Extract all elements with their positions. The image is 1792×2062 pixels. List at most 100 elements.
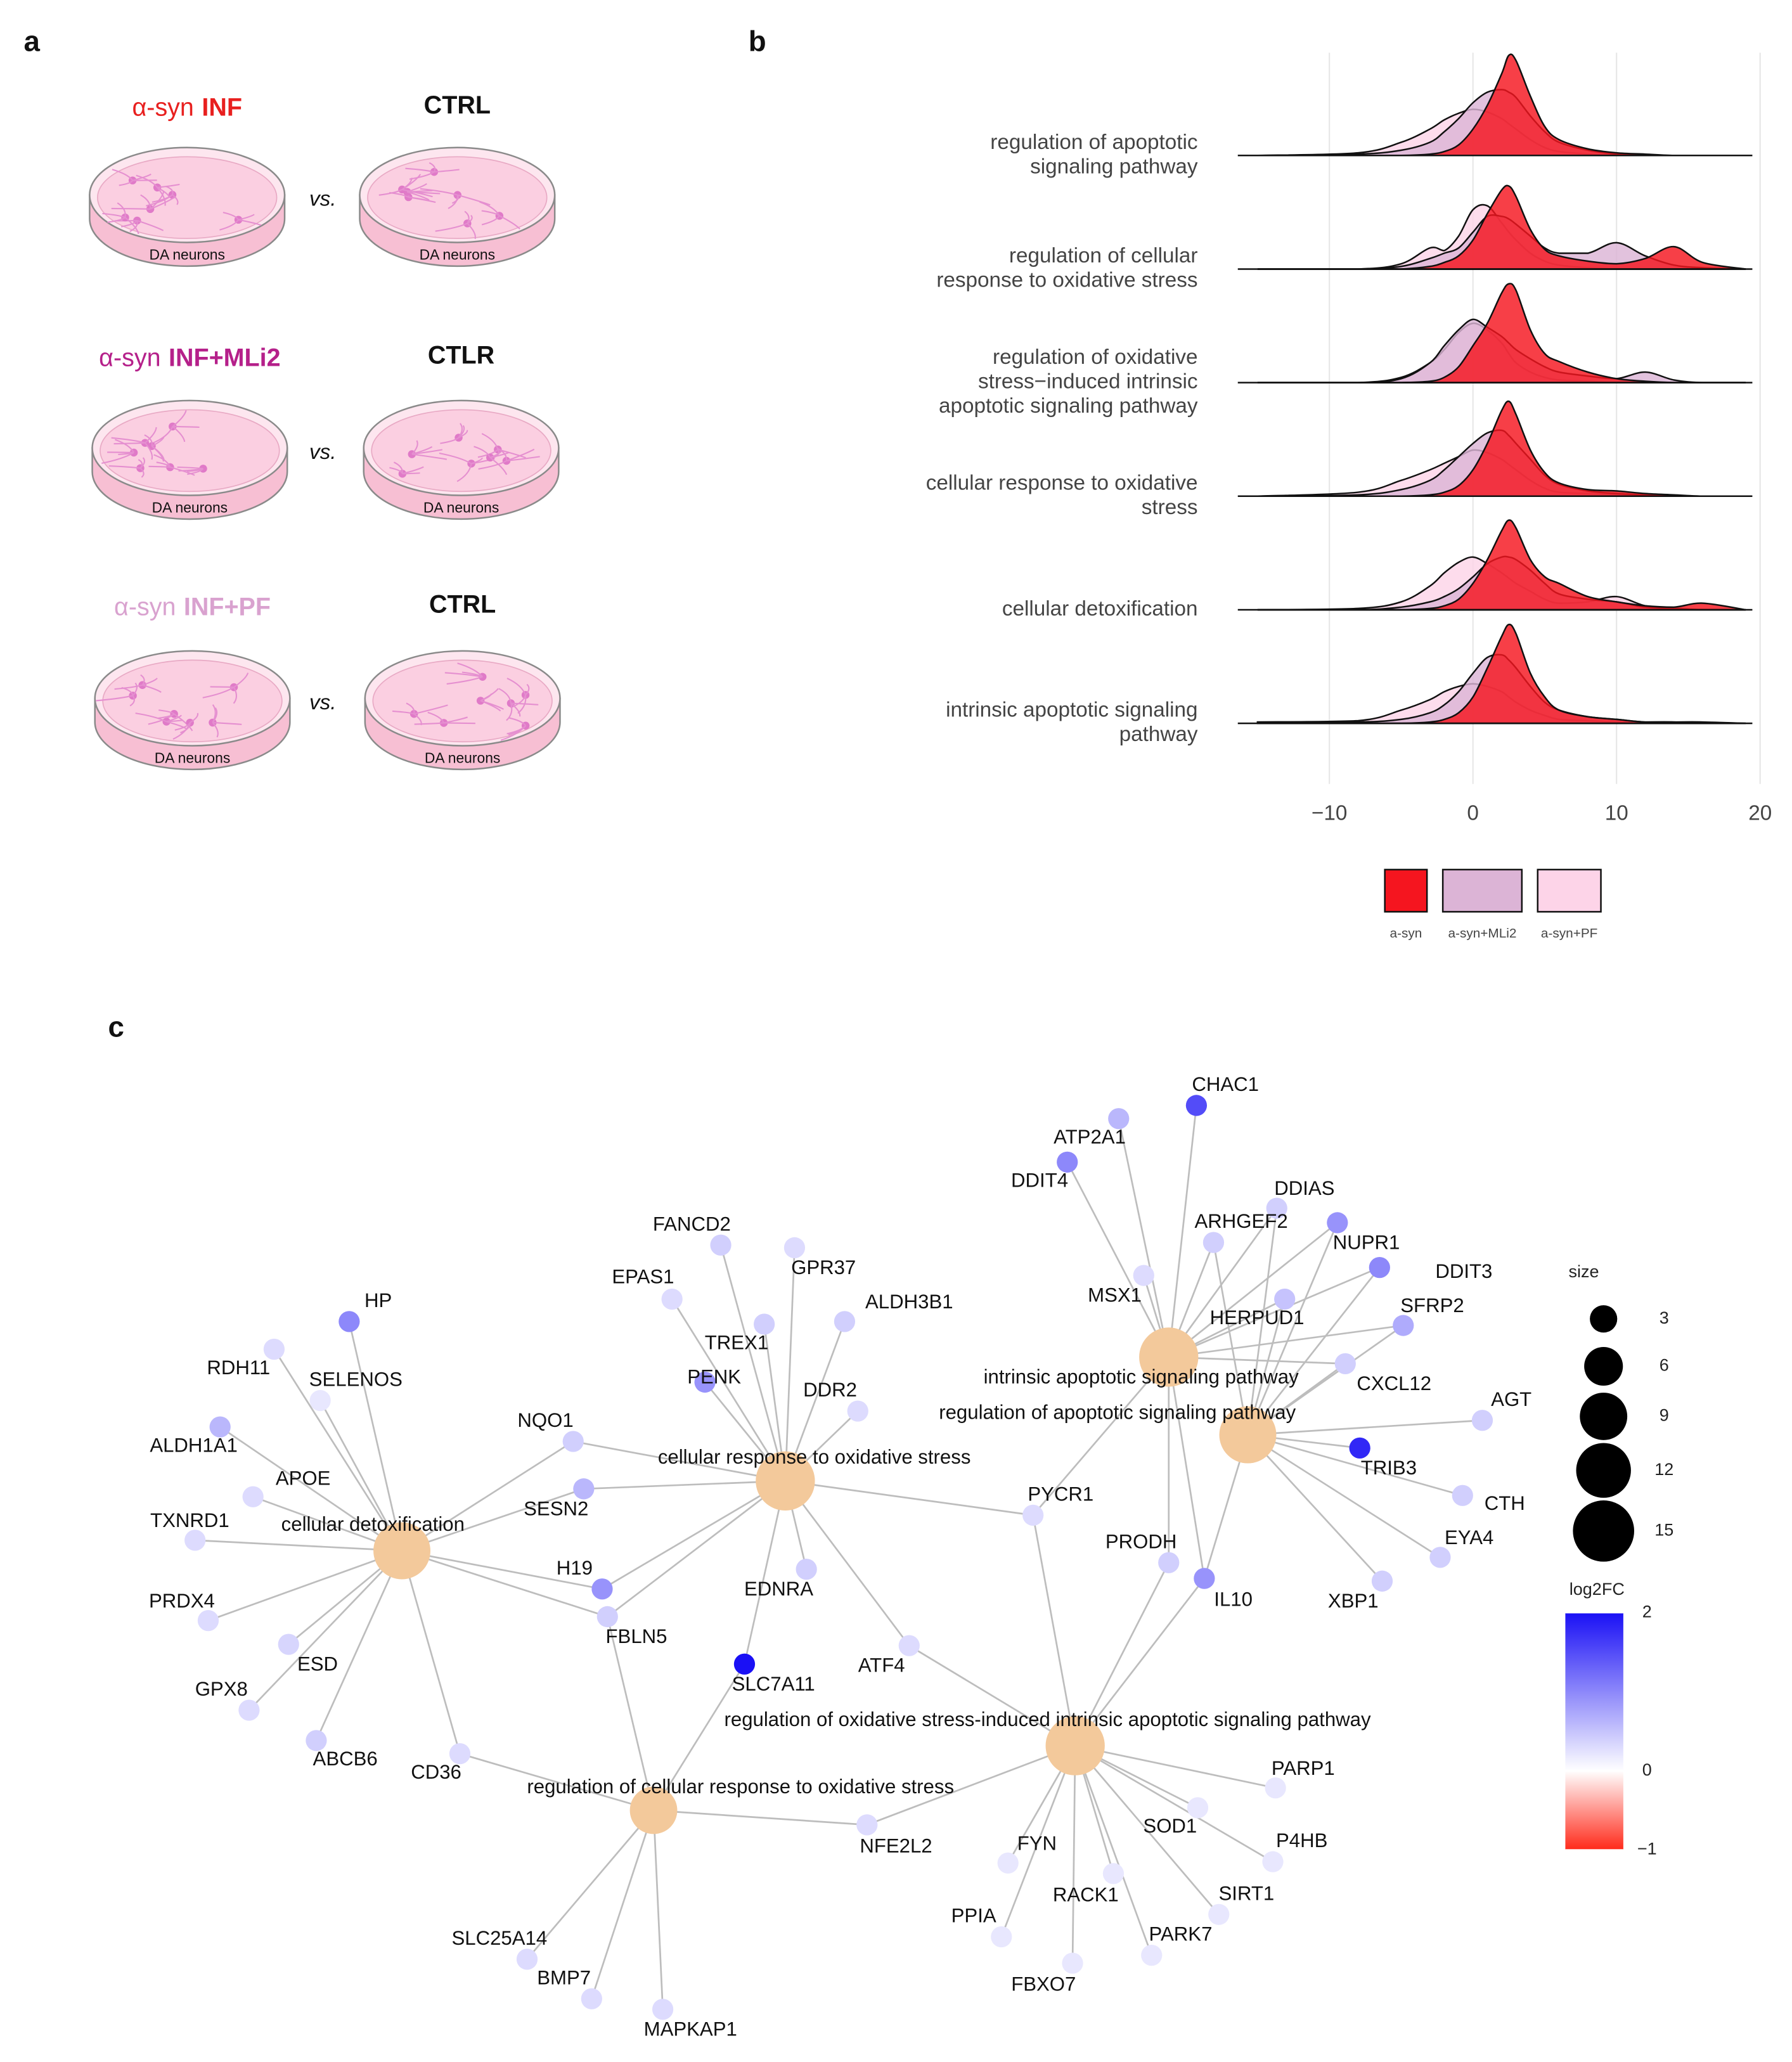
edge (1247, 1419, 1483, 1436)
gene-node (1208, 1904, 1230, 1925)
neurite (458, 423, 463, 439)
edge (583, 1479, 785, 1490)
size-legend-label: 9 (1660, 1406, 1669, 1425)
edge (1000, 1745, 1076, 1938)
gene-node (1194, 1568, 1215, 1589)
neurite (212, 722, 219, 738)
pathway-node (373, 1522, 430, 1580)
neurite (378, 189, 403, 196)
gene-node (1327, 1212, 1348, 1234)
neurite (448, 195, 458, 209)
neurite (132, 173, 151, 181)
panel-label: b (749, 25, 766, 58)
neurite (145, 427, 157, 444)
edge (784, 1480, 910, 1646)
color-tick-label: −1 (1637, 1839, 1657, 1858)
edge (401, 1550, 608, 1618)
neurite (479, 201, 500, 216)
dish-label: DA neurons (149, 246, 224, 262)
gene-label: SLC25A14 (451, 1927, 547, 1949)
neurite (510, 702, 521, 717)
gene-label: MSX1 (1088, 1284, 1142, 1306)
neurite (478, 460, 507, 470)
size-legend-dot (1584, 1346, 1623, 1386)
category-label: regulation of oxidative (993, 345, 1197, 369)
neurite (157, 183, 180, 188)
control-label: CTLR (428, 342, 494, 370)
edge (1247, 1434, 1383, 1582)
gene-node (997, 1852, 1019, 1874)
edge (719, 1244, 787, 1481)
treatment-name: INF (202, 94, 242, 122)
gene-label: NFE2L2 (860, 1834, 932, 1857)
neurite (497, 448, 508, 461)
gene-label: XBP1 (1328, 1590, 1379, 1612)
x-tick-label: 10 (1605, 801, 1628, 825)
edge (208, 1550, 403, 1621)
gene-label: CHAC1 (1192, 1073, 1259, 1095)
gene-label: HERPUD1 (1210, 1306, 1305, 1329)
neurite (129, 220, 138, 233)
neurite (174, 713, 193, 731)
neurite (139, 457, 145, 469)
edge (401, 1440, 574, 1552)
pathway-node (629, 1786, 678, 1834)
gene-node (338, 1311, 360, 1332)
edge (607, 1480, 786, 1618)
neurite (510, 702, 539, 706)
x-tick-label: −10 (1312, 801, 1347, 825)
panel-label: c (108, 1010, 124, 1043)
category-label: stress−induced intrinsic (978, 370, 1198, 393)
neurite (498, 688, 512, 704)
neurite (429, 162, 436, 172)
neurite (210, 686, 235, 688)
treatment-name: INF+MLi2 (169, 344, 281, 372)
gene-node (1141, 1945, 1163, 1966)
gene-label: H19 (557, 1557, 593, 1579)
panel-b: −10 0 10 20 regulation of apoptoticsignaling… (926, 53, 1772, 941)
edge (652, 1663, 745, 1811)
neurite (113, 442, 145, 445)
edge (1168, 1266, 1380, 1358)
petri-dish: DA neurons (364, 650, 561, 771)
gene-node (278, 1633, 299, 1655)
neurite (172, 426, 186, 442)
size-legend-dot (1580, 1393, 1628, 1440)
density-ridge (1257, 53, 1746, 157)
neurite (481, 215, 500, 226)
gene-label: PARP1 (1272, 1757, 1335, 1779)
neurite (499, 215, 520, 230)
gene-node (1265, 1777, 1286, 1799)
neurite (157, 186, 171, 198)
gene-label: SESN2 (524, 1497, 588, 1519)
gene-label: ATP2A1 (1054, 1126, 1126, 1148)
edge (572, 1440, 786, 1482)
gene-label: CD36 (411, 1761, 461, 1783)
gene-label: IL10 (1214, 1588, 1253, 1611)
neurite (401, 174, 422, 190)
size-legend-dot (1576, 1443, 1631, 1498)
neurite (153, 454, 171, 468)
gene-label: PYCR1 (1028, 1483, 1093, 1505)
neurite (107, 217, 126, 223)
treatment-prefix: α-syn (114, 593, 176, 621)
gene-label: SOD1 (1143, 1815, 1197, 1837)
treatment-name: INF+PF (184, 593, 271, 621)
neurite (233, 686, 237, 704)
gene-label: PENK (687, 1365, 741, 1388)
gene-label: TREX1 (705, 1331, 768, 1353)
dish-label: DA neurons (425, 749, 500, 766)
vs-label: vs. (309, 441, 337, 464)
gene-label: SLC7A11 (732, 1673, 815, 1695)
gene-label: P4HB (1276, 1829, 1327, 1852)
neurite (464, 210, 470, 224)
edge (401, 1488, 584, 1552)
pathway-label: cellular detoxification (281, 1513, 465, 1535)
gene-label: FBLN5 (606, 1625, 667, 1647)
gene-label: ABCB6 (313, 1748, 378, 1770)
neurite (238, 219, 262, 226)
neurite (222, 212, 240, 221)
legend-swatch (1537, 868, 1602, 913)
neurite (440, 437, 460, 444)
legend-label: a-syn+PF (1541, 926, 1597, 941)
